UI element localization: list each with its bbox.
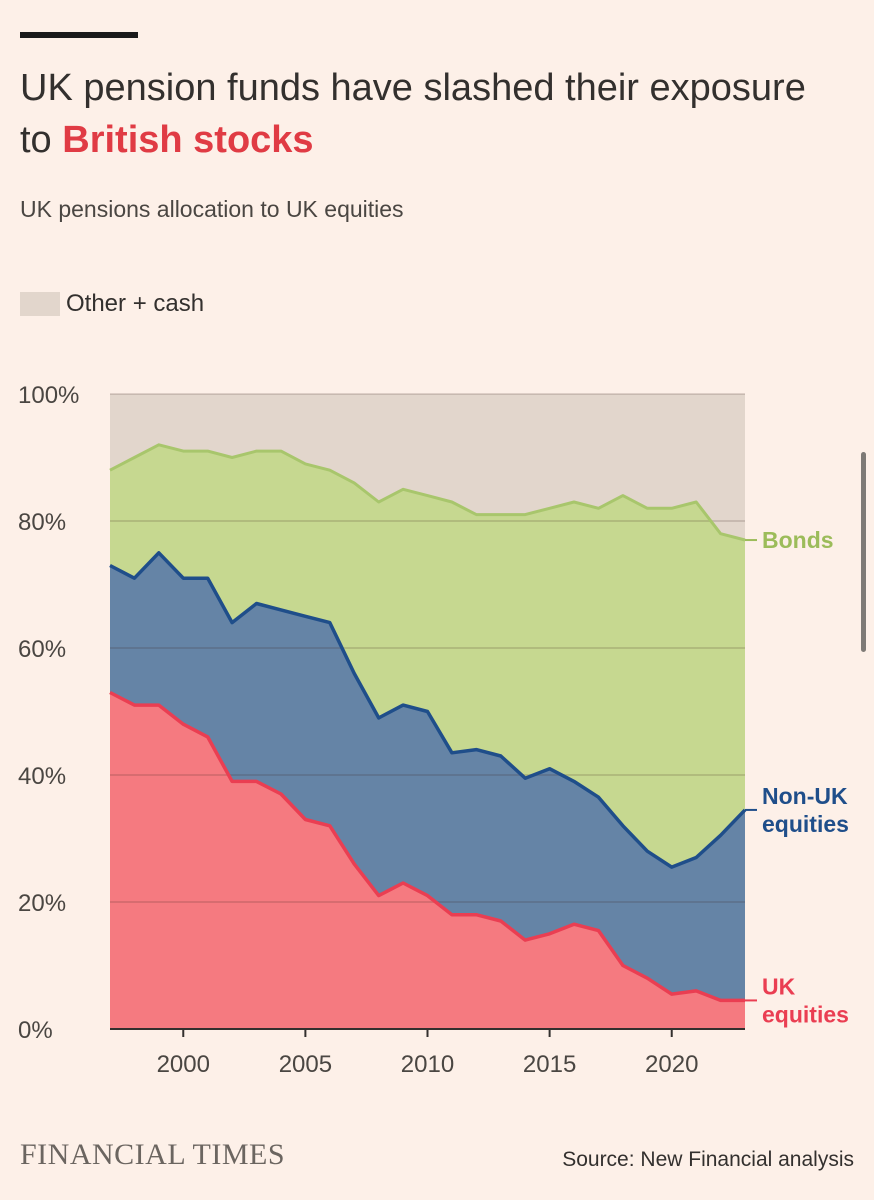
y-tick-label-40: 40% [18, 763, 66, 790]
series-label-bonds: Bonds [762, 527, 834, 553]
line-uk-equities [109, 690, 745, 1003]
y-tick-label-20: 20% [18, 890, 66, 917]
chart-subtitle: UK pensions allocation to UK equities [20, 196, 404, 222]
chart-title: UK pension funds have slashed their expo… [20, 62, 840, 166]
x-tick-label-2020: 2020 [645, 1051, 698, 1078]
area-non-uk-equities [110, 552, 745, 1001]
y-tick-label-80: 80% [18, 509, 66, 536]
y-tick-label-0: 0% [18, 1017, 53, 1044]
area-uk-equities [110, 692, 745, 1029]
source-note: Source: New Financial analysis [562, 1148, 854, 1171]
series-label-uk-equities-line-1: UK [762, 973, 796, 999]
x-tick-label-2015: 2015 [523, 1051, 576, 1078]
x-tick-label-2010: 2010 [401, 1051, 454, 1078]
x-tick-label-2000: 2000 [157, 1051, 210, 1078]
x-tick-label-2005: 2005 [279, 1051, 332, 1078]
line-bonds [109, 443, 746, 542]
y-tick-label-60: 60% [18, 636, 66, 663]
series-label-non-uk-equities-line-2: equities [762, 811, 849, 837]
title-highlight: British stocks [62, 119, 314, 161]
ft-top-rule [20, 32, 138, 38]
legend-swatch-other [20, 292, 60, 316]
ft-logo: FINANCIAL TIMES [20, 1138, 286, 1171]
title-text: UK pension funds have slashed their expo… [20, 67, 806, 161]
legend-label-other: Other + cash [66, 290, 205, 317]
y-tick-label-100: 100% [18, 382, 79, 409]
series-label-uk-equities-line-2: equities [762, 1001, 849, 1027]
area-chart: 0% 20% 40% 60% 80% 100% 2000 2005 2010 2015 2020 Bo… [18, 382, 849, 1078]
line-non-uk-equities [109, 551, 747, 869]
area-bonds [110, 444, 745, 868]
scrollbar[interactable] [861, 452, 866, 652]
series-label-non-uk-equities-line-1: Non-UK [762, 783, 848, 809]
legend: Other + cash [20, 290, 204, 318]
